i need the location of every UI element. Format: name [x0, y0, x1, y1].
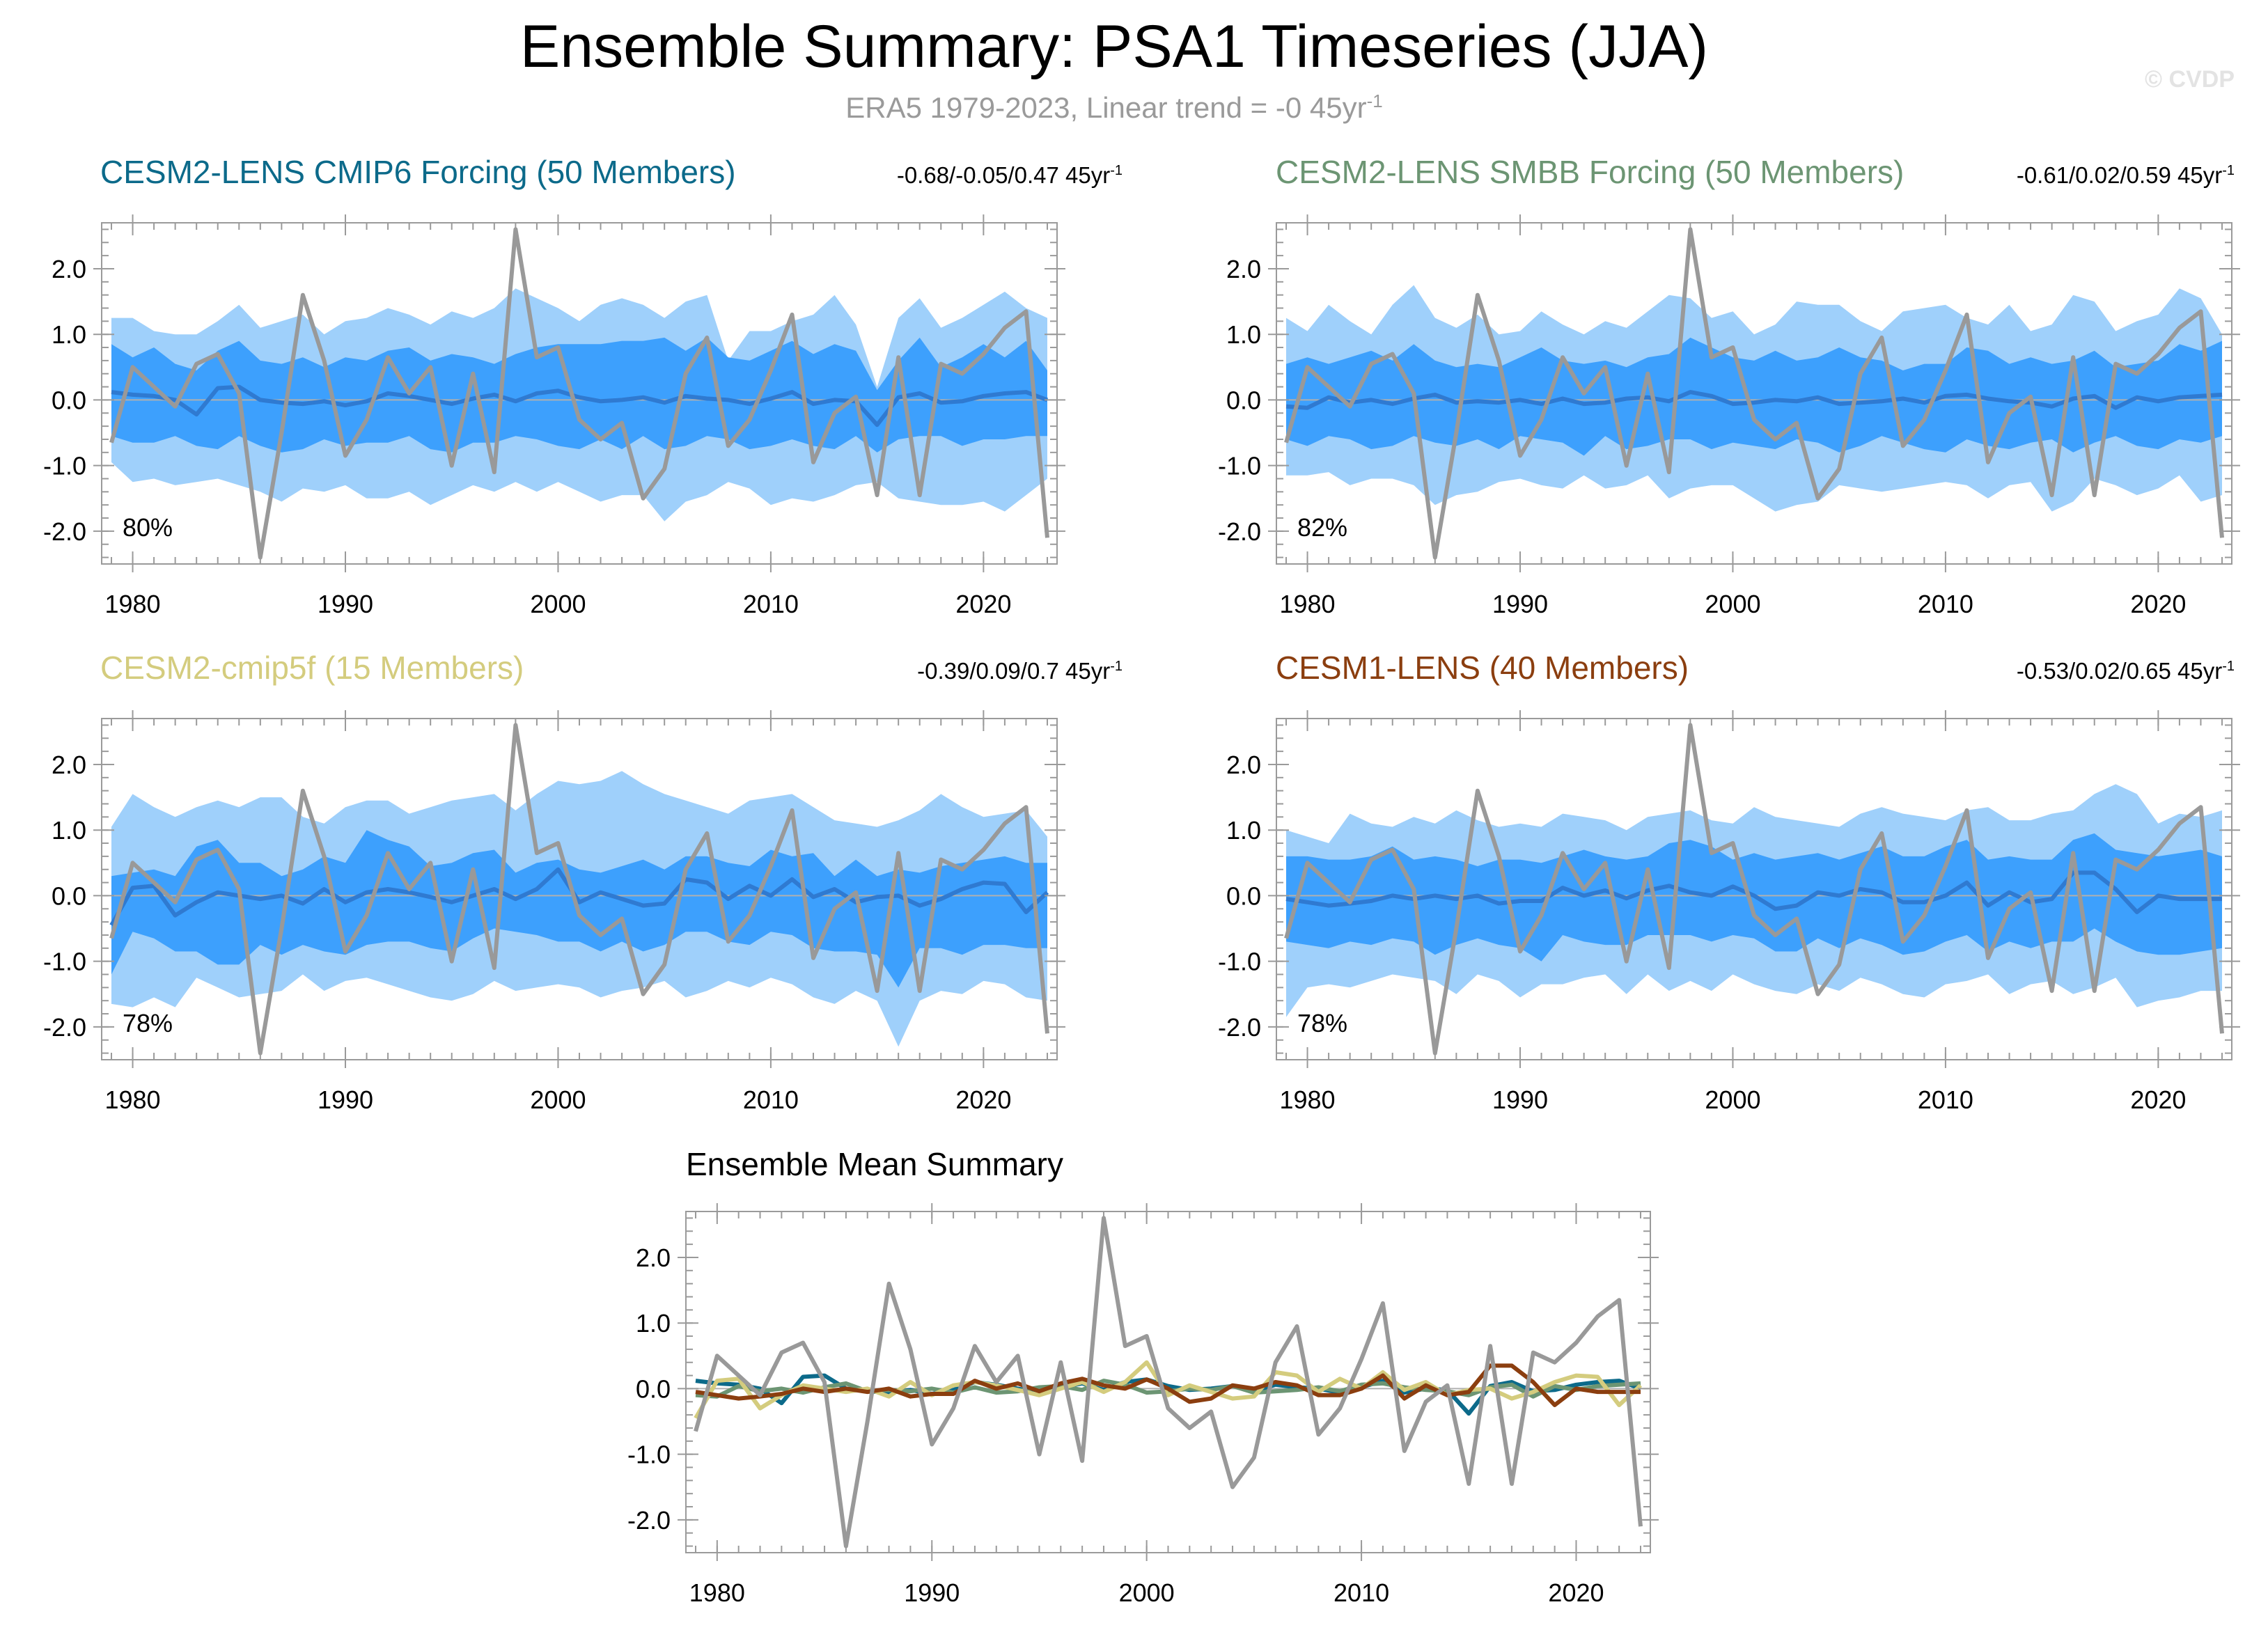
x-tick-label: 1990: [1492, 590, 1548, 618]
x-tick-label: 1990: [318, 590, 373, 618]
y-tick-label: 1.0: [52, 320, 86, 349]
page-title: Ensemble Summary: PSA1 Timeseries (JJA): [519, 13, 1709, 80]
panel-chart-4: 78% 2.0 1.0 0.0 -1.0 -2.0 1980 1990 2000 2010 2020: [1218, 710, 2240, 1114]
y-tick-label: -2.0: [1218, 517, 1261, 546]
panel-title-smbb: CESM2-LENS SMBB Forcing (50 Members): [1276, 154, 1905, 190]
panel-stats-smbb: -0.61/0.02/0.59 45yr-1: [2017, 162, 2235, 189]
y-tick-label: 0.0: [52, 881, 86, 910]
y-tick-label: -1.0: [1218, 948, 1261, 976]
y-tick-label: -2.0: [627, 1506, 671, 1535]
x-tick-label: 1980: [689, 1578, 745, 1607]
panel-chart-2: 82% 2.0 1.0 0.0 -1.0 -2.0 1980 1990 2000 2010 2020: [1218, 214, 2240, 618]
y-tick-label: 2.0: [1226, 751, 1261, 779]
percent-within-spread-label: 80%: [123, 513, 173, 542]
y-tick-label: 0.0: [1226, 386, 1261, 414]
y-tick-label: 2.0: [636, 1244, 671, 1272]
y-tick-label: -2.0: [43, 1013, 86, 1042]
panel-chart-3: 78% 2.0 1.0 0.0 -1.0 -2.0 1980 1990 2000 2010 2020: [43, 710, 1065, 1114]
x-tick-label: 2020: [955, 590, 1011, 618]
x-tick-label: 2010: [743, 1085, 799, 1114]
panel-stats-superscript: -1: [2222, 163, 2235, 178]
y-tick-label: 1.0: [1226, 320, 1261, 349]
percent-within-spread-label: 78%: [1297, 1009, 1347, 1037]
x-tick-label: 2000: [1705, 590, 1760, 618]
subtitle-superscript: -1: [1366, 91, 1383, 111]
x-tick-label: 2000: [530, 590, 586, 618]
x-tick-label: 1980: [1279, 590, 1335, 618]
panel-title-cmip6: CESM2-LENS CMIP6 Forcing (50 Members): [100, 154, 736, 190]
panel-chart-1: 80% 2.0 1.0 0.0 -1.0 -2.0 1980 1990 2000 2010 2020: [43, 214, 1065, 618]
x-tick-label: 1990: [318, 1085, 373, 1114]
x-tick-label: 2010: [743, 590, 799, 618]
x-tick-label: 2020: [2130, 590, 2186, 618]
y-tick-label: 2.0: [52, 751, 86, 779]
ensemble-mean-title: Ensemble Mean Summary: [686, 1146, 1063, 1182]
x-tick-label: 2000: [530, 1085, 586, 1114]
percent-within-spread-label: 78%: [123, 1009, 173, 1037]
x-tick-label: 1980: [1279, 1085, 1335, 1114]
x-tick-label: 2020: [2130, 1085, 2186, 1114]
x-tick-label: 1990: [904, 1578, 960, 1607]
x-tick-label: 2010: [1918, 590, 1973, 618]
y-tick-label: 1.0: [1226, 816, 1261, 845]
subtitle-text: ERA5 1979-2023, Linear trend = -0 45yr: [845, 91, 1367, 124]
x-tick-label: 2010: [1918, 1085, 1973, 1114]
panel-stats-cmip5f: -0.39/0.09/0.7 45yr-1: [917, 658, 1123, 684]
ensemble-mean-series-line: [694, 1216, 1643, 1548]
x-tick-label: 1980: [104, 1085, 160, 1114]
panel-stats-superscript: -1: [1110, 659, 1123, 674]
y-tick-label: 0.0: [1226, 881, 1261, 910]
panel-stats-text: -0.68/-0.05/0.47 45yr: [896, 162, 1111, 188]
x-tick-label: 2020: [955, 1085, 1011, 1114]
y-tick-label: -2.0: [1218, 1013, 1261, 1042]
observed-era5-line: [1284, 227, 2224, 560]
y-tick-label: -1.0: [43, 948, 86, 976]
panel-stats-cmip6: -0.68/-0.05/0.47 45yr-1: [897, 162, 1123, 189]
y-tick-label: 2.0: [1226, 255, 1261, 283]
panel-stats-superscript: -1: [1110, 163, 1123, 178]
page-subtitle: ERA5 1979-2023, Linear trend = -0 45yr-1: [0, 91, 2228, 125]
x-tick-label: 2000: [1119, 1578, 1175, 1607]
y-tick-label: -1.0: [1218, 452, 1261, 480]
inner-spread-band: [1286, 337, 2222, 456]
panel-chart-ensemble-mean: 2.0 1.0 0.0 -1.0 -2.0 1980 1990 2000 2010 2020: [627, 1203, 1659, 1607]
x-tick-label: 2020: [1548, 1578, 1604, 1607]
percent-within-spread-label: 82%: [1297, 513, 1347, 542]
watermark: © CVDP: [2145, 66, 2235, 93]
panel-stats-text: -0.39/0.09/0.7 45yr: [917, 658, 1111, 684]
panel-stats-cesm1: -0.53/0.02/0.65 45yr-1: [2017, 658, 2235, 684]
ensemble-mean-line: [1285, 870, 2222, 914]
panel-title-cmip5f: CESM2-cmip5f (15 Members): [100, 650, 524, 686]
panel-title-cesm1: CESM1-LENS (40 Members): [1276, 650, 1689, 686]
y-tick-label: -1.0: [627, 1441, 671, 1469]
panel-stats-superscript: -1: [2222, 659, 2235, 674]
y-tick-label: 0.0: [636, 1374, 671, 1403]
y-tick-label: 1.0: [52, 816, 86, 845]
y-tick-label: 2.0: [52, 255, 86, 283]
panel-stats-text: -0.53/0.02/0.65 45yr: [2016, 658, 2223, 684]
y-tick-label: -2.0: [43, 517, 86, 546]
panel-stats-text: -0.61/0.02/0.59 45yr: [2016, 162, 2223, 188]
x-tick-label: 1980: [104, 590, 160, 618]
y-tick-label: 1.0: [636, 1309, 671, 1338]
observed-era5-line: [1284, 723, 2224, 1056]
x-tick-label: 2010: [1334, 1578, 1389, 1607]
x-tick-label: 1990: [1492, 1085, 1548, 1114]
inner-spread-band: [111, 337, 1047, 453]
y-tick-label: 0.0: [52, 386, 86, 414]
y-tick-label: -1.0: [43, 452, 86, 480]
ensemble-mean-series-line: [695, 1363, 1641, 1407]
x-tick-label: 2000: [1705, 1085, 1760, 1114]
observed-era5-line: [109, 723, 1049, 1056]
observed-era5-line: [109, 227, 1049, 560]
